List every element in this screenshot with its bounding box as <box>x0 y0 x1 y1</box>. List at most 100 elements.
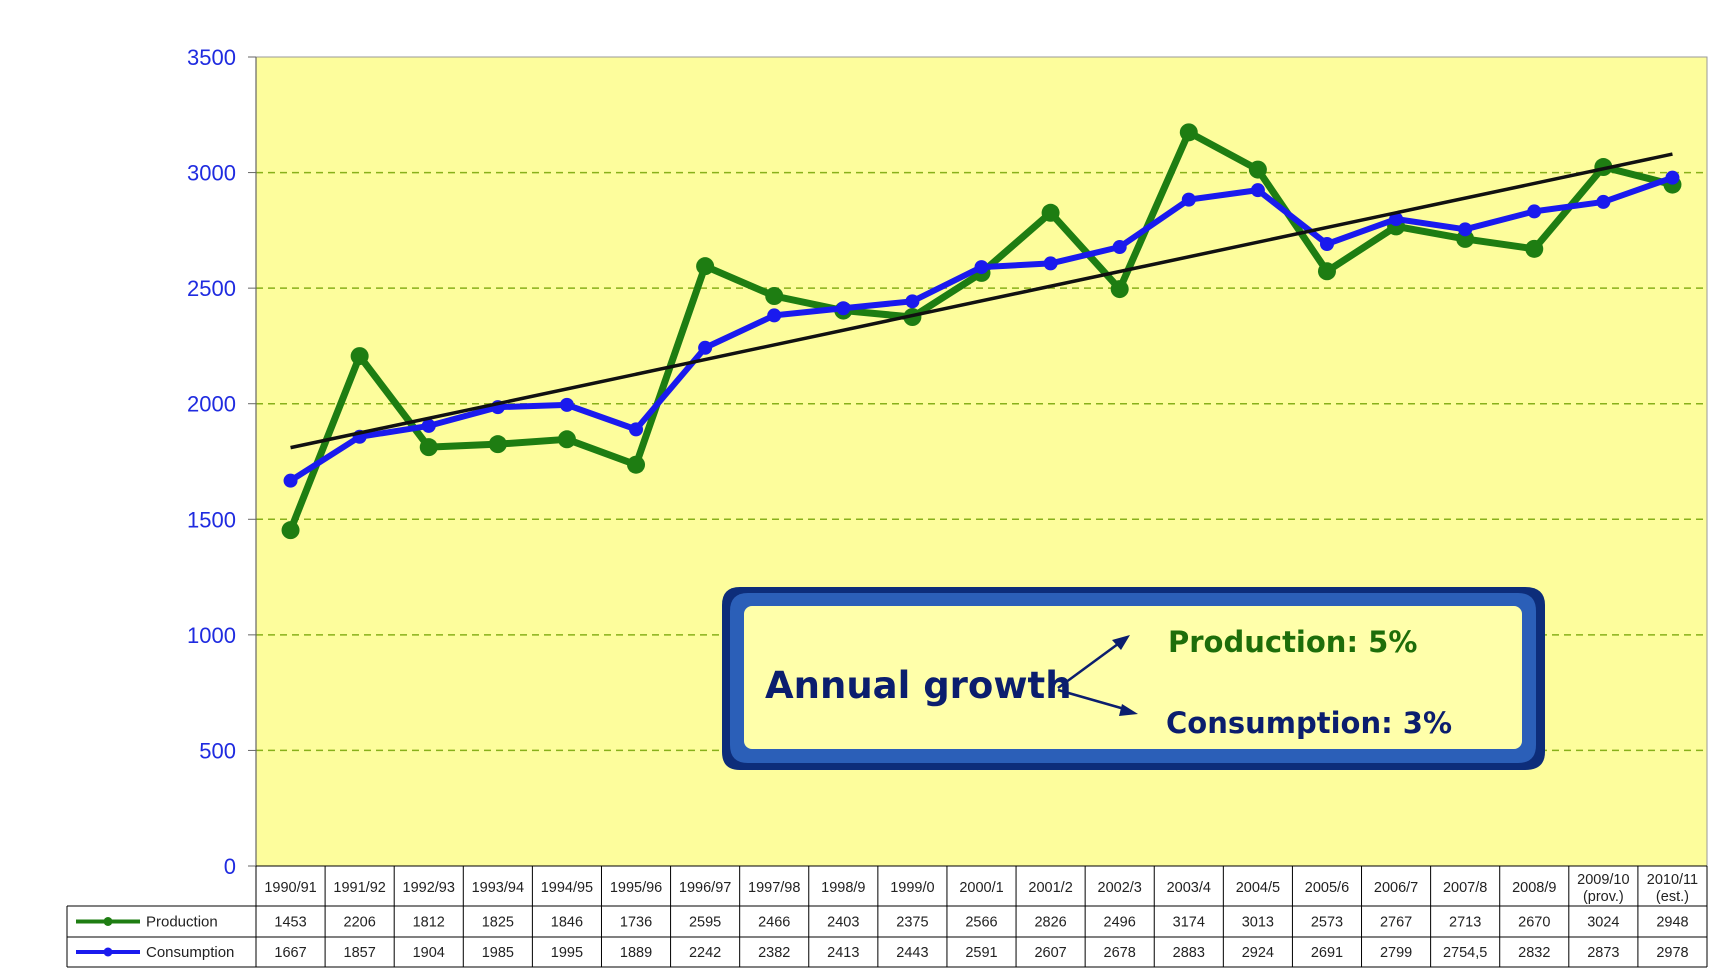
arrow-down-line <box>1057 688 1129 712</box>
x-tick-label: 2009/10 <box>1577 872 1629 888</box>
series-lines <box>281 123 1682 540</box>
annotation-title: Annual growth <box>765 664 1072 707</box>
table-cell: 2206 <box>344 915 376 931</box>
table-cell: 1453 <box>274 915 306 931</box>
table-cell: 2883 <box>1173 945 1205 961</box>
consumption-point <box>421 418 436 433</box>
table-cell: 2691 <box>1311 945 1343 961</box>
table-cell: 2466 <box>758 915 790 931</box>
x-tick-label: 2000/1 <box>959 880 1003 896</box>
consumption-point <box>1319 236 1334 251</box>
table-cell: 2799 <box>1380 945 1412 961</box>
y-tick-label: 3000 <box>187 161 236 186</box>
table-cell: 1889 <box>620 945 652 961</box>
table-cell: 2924 <box>1242 945 1274 961</box>
x-tick-label: 1997/98 <box>748 880 800 896</box>
data-table: 1990/91 1991/92 1992/93 1993/94 1994/95 1995/… <box>66 865 1708 968</box>
table-cell: 2566 <box>965 915 997 931</box>
x-tick-label: 1990/91 <box>264 880 316 896</box>
table-cell: 2595 <box>689 915 721 931</box>
arrow-up-line <box>1057 639 1123 690</box>
consumption-point <box>698 340 713 355</box>
consumption-point <box>1665 170 1680 185</box>
y-tick-label: 500 <box>199 738 236 763</box>
consumption-point <box>1181 192 1196 207</box>
production-point <box>281 521 300 540</box>
callout-box <box>744 606 1522 749</box>
table-cell: 2713 <box>1449 915 1481 931</box>
consumption-point <box>836 301 851 316</box>
consumption-point <box>1043 256 1058 271</box>
production-point <box>1110 280 1129 299</box>
production-point <box>1317 262 1336 281</box>
production-point <box>627 455 646 474</box>
table-cell: 1904 <box>413 945 445 961</box>
consumption-point <box>629 422 644 437</box>
production-point <box>1248 160 1267 179</box>
x-tick-sublabel: (prov.) <box>1583 889 1624 905</box>
table-cell: 2832 <box>1518 945 1550 961</box>
table-cell: 3013 <box>1242 915 1274 931</box>
arrow-down-head-icon <box>1119 704 1138 716</box>
x-tick-label: 1991/92 <box>333 880 385 896</box>
table-cell: 1812 <box>413 915 445 931</box>
legend-entry: Consumption <box>146 944 234 961</box>
x-tick-label: 2001/2 <box>1028 880 1072 896</box>
table-cell: 2873 <box>1587 945 1619 961</box>
y-axis: 0 500 1000 1500 2000 2500 3000 3500 <box>187 45 257 879</box>
table-cell: 2496 <box>1104 915 1136 931</box>
table-cell: 2382 <box>758 945 790 961</box>
production-point <box>696 257 715 276</box>
y-tick-label: 3500 <box>187 45 236 70</box>
trendline <box>290 152 1673 450</box>
x-tick-label: 2007/8 <box>1443 880 1487 896</box>
production-point <box>1525 239 1544 258</box>
annual-growth-callout: Annual growth Production: 5% Consumption… <box>722 587 1545 770</box>
table-cell: 2573 <box>1311 915 1343 931</box>
legend-entry: Production <box>146 914 218 931</box>
x-tick-label: 2003/4 <box>1167 880 1211 896</box>
x-tick-label: 1999/0 <box>890 880 934 896</box>
table-cell: 2670 <box>1518 915 1550 931</box>
annotation-consumption-growth: Consumption: 3% <box>1166 706 1452 740</box>
y-tick-label: 1000 <box>187 623 236 648</box>
x-tick-label: 2010/11 <box>1647 872 1698 888</box>
consumption-point <box>1250 183 1265 198</box>
table-cell: 2443 <box>896 945 928 961</box>
table-cell: 2978 <box>1656 945 1688 961</box>
consumption-point <box>974 260 989 275</box>
table-cell: 1825 <box>482 915 514 931</box>
production-point <box>419 438 438 457</box>
consumption-point <box>1527 204 1542 219</box>
table-cell: 1846 <box>551 915 583 931</box>
x-tick-label: 2006/7 <box>1374 880 1418 896</box>
x-tick-label: 2005/6 <box>1305 880 1349 896</box>
consumption-point <box>905 294 920 309</box>
table-cell: 1667 <box>274 945 306 961</box>
table-cell: 2767 <box>1380 915 1412 931</box>
production-point <box>557 430 576 449</box>
consumption-point <box>559 397 574 412</box>
y-tick-label: 1500 <box>187 507 236 532</box>
table-cell: 1995 <box>551 945 583 961</box>
table-cell: 2413 <box>827 945 859 961</box>
table-cell: 3174 <box>1173 915 1205 931</box>
x-tick-label: 1994/95 <box>541 880 593 896</box>
table-cell: 2754,5 <box>1443 945 1487 961</box>
table-cell: 2375 <box>896 915 928 931</box>
consumption-point <box>1458 222 1473 237</box>
legend-swatch-marker <box>103 947 113 957</box>
production-point <box>1041 203 1060 222</box>
consumption-point <box>1112 239 1127 254</box>
table-cell: 2678 <box>1104 945 1136 961</box>
annotation-production-growth: Production: 5% <box>1168 625 1417 659</box>
table-cell: 1736 <box>620 915 652 931</box>
consumption-point <box>1389 212 1404 227</box>
consumption-point <box>767 308 782 323</box>
table-cell: 2607 <box>1034 945 1066 961</box>
arrow-up-head-icon <box>1112 635 1130 650</box>
table-cell: 2242 <box>689 945 721 961</box>
x-tick-label: 2004/5 <box>1236 880 1280 896</box>
x-tick-label: 1993/94 <box>472 880 524 896</box>
x-tick-label: 1998/9 <box>821 880 865 896</box>
